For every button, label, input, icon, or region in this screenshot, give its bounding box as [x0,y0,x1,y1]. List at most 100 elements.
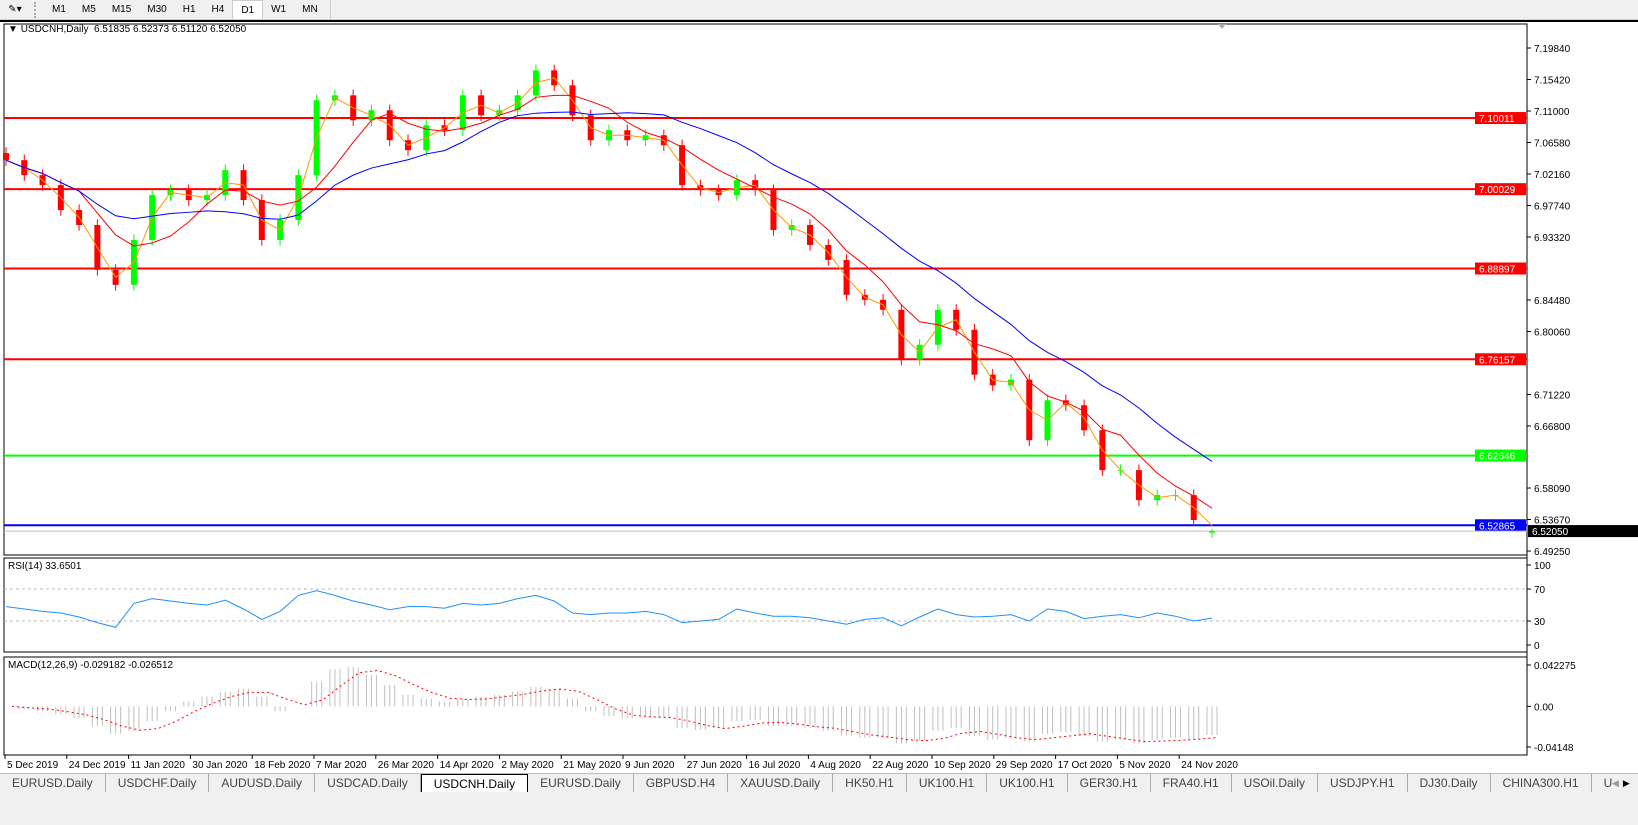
bear-candle [3,153,9,161]
timeframe-m1[interactable]: M1 [52,3,66,15]
date-tick-label: 7 Mar 2020 [316,760,367,771]
symbol-header: ▼ USDCNH,Daily 6.51835 6.52373 6.51120 6… [8,24,246,35]
tab-usdjpy-h1[interactable]: USDJPY.H1 [1318,774,1408,792]
macd-tick-label: 0.00 [1534,702,1554,713]
toolbar-grip[interactable] [34,1,40,18]
date-tick-label: 24 Nov 2020 [1181,760,1238,771]
rsi-panel [3,557,1528,653]
tab-usoil-daily[interactable]: USOil.Daily [1232,774,1319,792]
price-tick-label: 6.80060 [1534,327,1571,338]
price-tick-label: 6.58090 [1534,484,1571,495]
price-level-label: 6.52050 [1532,527,1569,538]
price-label-box [1475,262,1526,275]
rsi-line [5,590,1213,628]
price-tick-label: 7.06580 [1534,138,1571,149]
date-tick-label: 5 Nov 2020 [1119,760,1171,771]
tab-uk100-h1[interactable]: UK100.H1 [907,774,988,792]
date-tick-label: 4 Aug 2020 [810,760,861,771]
timeframe-mn[interactable]: MN [302,3,318,15]
rsi-tick-label: 0 [1534,641,1540,652]
chart-window[interactable] [0,20,1638,772]
rsi-label: RSI(14) 33.6501 [8,561,82,572]
price-tick-label: 7.15420 [1534,75,1571,86]
tab-uk100-h1[interactable]: UK100.H1 [987,774,1068,792]
macd-signal-line [11,669,1219,743]
timeframe-m30[interactable]: M30 [147,3,167,15]
macd-panel [3,656,1528,756]
tab-china300-h1[interactable]: CHINA300.H1 [1491,774,1592,792]
date-tick-label: 2 May 2020 [501,760,554,771]
macd-tick-label: 0.042275 [1534,661,1576,672]
date-tick-label: 24 Dec 2019 [69,760,126,771]
draw-tool-icon: ✎▾ [8,4,22,15]
date-tick-label: 26 Mar 2020 [378,760,435,771]
timeframe-toolbar: ✎▾ M1 M5 M15 M30 H1 H4 D1 W1 MN [0,0,1638,20]
price-tick-label: 6.49250 [1534,547,1571,558]
moving-average-line [5,94,1213,509]
date-tick-label: 17 Oct 2020 [1058,760,1113,771]
rsi-tick-label: 100 [1534,561,1551,572]
date-tick-label: 22 Aug 2020 [872,760,929,771]
date-tick-label: 10 Sep 2020 [934,760,991,771]
tab-scroll[interactable]: ◀ ▶ [1612,774,1638,792]
price-panel [3,23,1528,556]
price-tick-label: 6.66800 [1534,422,1571,433]
price-label-box [1475,112,1526,125]
collapse-triangle-icon[interactable]: ▼ [8,24,18,35]
tab-hk50-h1[interactable]: HK50.H1 [833,774,907,792]
price-level-label: 7.10011 [1479,114,1515,125]
timeframe-d1[interactable]: D1 [232,0,264,20]
date-tick-label: 9 Jun 2020 [625,760,675,771]
price-tick-label: 6.93320 [1534,233,1571,244]
price-label-box [1528,525,1638,538]
timeframe-w1[interactable]: W1 [271,3,287,15]
tab-xauusd-daily[interactable]: XAUUSD.Daily [728,774,834,792]
date-tick-label: 11 Jan 2020 [131,760,186,771]
timeframe-m5[interactable]: M5 [81,3,96,15]
toolbar-divider [329,0,331,20]
tab-gbpusd-h4[interactable]: GBPUSD.H4 [634,774,729,792]
date-tick-label: 29 Sep 2020 [996,760,1053,771]
price-level-label: 6.62646 [1479,452,1516,463]
rsi-tick-label: 30 [1534,617,1546,628]
date-tick-label: 18 Feb 2020 [254,760,311,771]
date-tick-label: 27 Jun 2020 [687,760,742,771]
price-tick-label: 7.02160 [1534,170,1571,181]
bull-candle [1209,531,1215,533]
ohlc-values: 6.51835 6.52373 6.51120 6.52050 [94,24,247,35]
macd-label: MACD(12,26,9) -0.029182 -0.026512 [8,660,174,671]
price-level-label: 6.52865 [1479,521,1516,532]
timeframe-m15[interactable]: M15 [111,3,132,15]
price-tick-label: 7.19840 [1534,44,1571,55]
timeframe-h1[interactable]: H1 [182,3,196,15]
price-tick-label: 6.97740 [1534,201,1571,212]
tab-usdcnh-daily[interactable]: USDCNH.Daily [420,774,529,792]
tab-fra40-h1[interactable]: FRA40.H1 [1151,774,1232,792]
price-label-box [1475,353,1526,366]
moving-average-line [5,77,1213,526]
date-tick-label: 21 May 2020 [563,760,621,771]
tab-audusd-daily[interactable]: AUDUSD.Daily [209,774,316,792]
price-label-box [1475,449,1526,462]
price-tick-label: 6.71220 [1534,390,1571,401]
price-tick-label: 6.53670 [1534,516,1571,527]
line-tools-dropdown[interactable]: ✎▾ [0,0,30,20]
tab-usdchf-daily[interactable]: USDCHF.Daily [106,774,210,792]
moving-average-line [5,111,1213,462]
date-tick-label: 30 Jan 2020 [192,760,247,771]
tab-eurusd-daily[interactable]: EURUSD.Daily [0,774,106,792]
price-tick-label: 6.84480 [1534,296,1571,307]
chart-tabs: EURUSD.Daily USDCHF.Daily AUDUSD.Daily USDC… [0,773,1638,825]
scroll-left-icon[interactable]: ◀ [1612,777,1619,788]
scroll-right-icon[interactable]: ▶ [1622,777,1630,788]
timeframe-h4[interactable]: H4 [211,3,225,15]
tab-dj30-daily[interactable]: DJ30.Daily [1408,774,1491,792]
price-label-box [1475,183,1526,196]
chart-shift-marker-icon [1218,24,1226,29]
tab-eurusd-daily[interactable]: EURUSD.Daily [528,774,634,792]
tab-usdcad-daily[interactable]: USDCAD.Daily [315,774,421,792]
tab-ger30-h1[interactable]: GER30.H1 [1068,774,1151,792]
chart-canvas[interactable]: 7.19840 7.15420 7.11000 7.06580 7.02160 6.977… [0,0,1638,772]
rsi-tick-label: 70 [1534,585,1546,596]
price-level-label: 6.88897 [1479,264,1516,275]
